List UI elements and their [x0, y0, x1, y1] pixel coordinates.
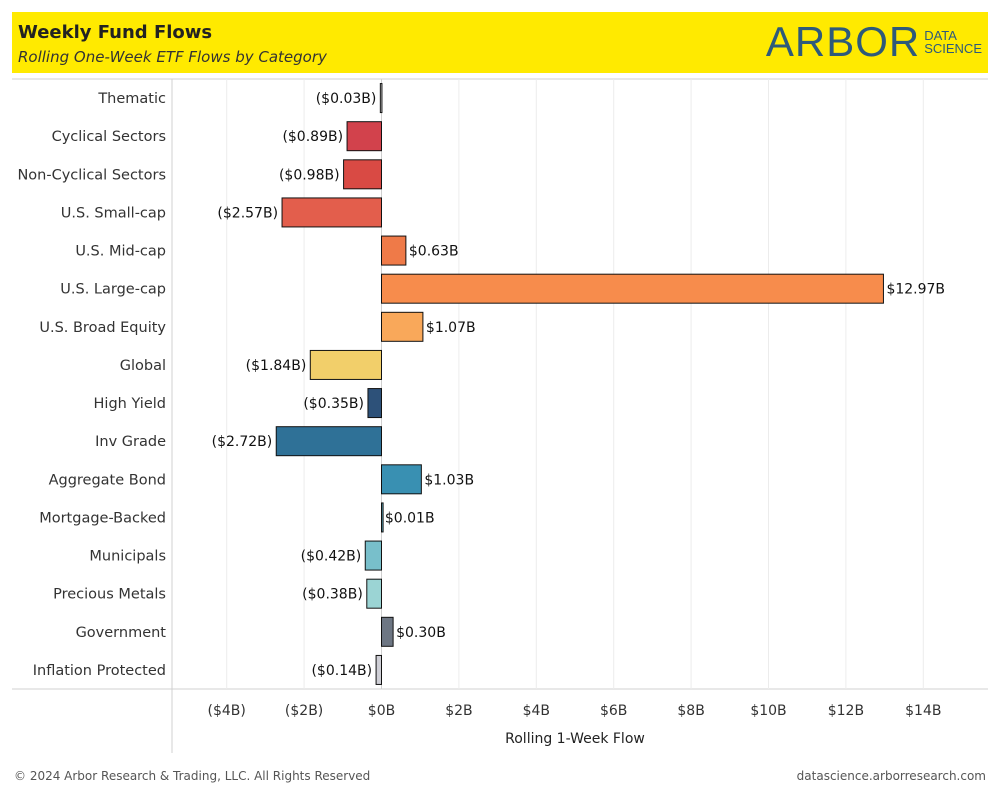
- data-label: ($0.38B): [302, 587, 363, 603]
- category-label: Aggregate Bond: [49, 472, 166, 488]
- data-label: ($0.35B): [303, 396, 364, 412]
- x-tick-label: $0B: [368, 703, 395, 719]
- bar: [346, 121, 383, 152]
- category-label: U.S. Large-cap: [60, 282, 166, 298]
- category-label: Cyclical Sectors: [52, 129, 166, 145]
- bar: [367, 388, 382, 419]
- data-label: $0.30B: [396, 625, 446, 641]
- logo-subtext: DATA SCIENCE: [924, 29, 982, 55]
- category-label: Precious Metals: [53, 587, 166, 603]
- category-label: Non-Cyclical Sectors: [17, 167, 166, 183]
- bar: [275, 426, 382, 457]
- bar: [381, 616, 394, 647]
- data-label: $12.97B: [886, 282, 945, 298]
- x-tick-label: $12B: [828, 703, 864, 719]
- category-label: Inv Grade: [95, 434, 166, 450]
- x-tick-label: $10B: [750, 703, 786, 719]
- logo-subtext-line-2: SCIENCE: [924, 41, 982, 56]
- category-label: Inflation Protected: [33, 663, 166, 679]
- category-label: Municipals: [89, 549, 166, 565]
- copyright-text: © 2024 Arbor Research & Trading, LLC. Al…: [14, 769, 371, 783]
- bar: [343, 159, 383, 190]
- category-label: U.S. Mid-cap: [75, 244, 166, 260]
- arbor-logo: ARBOR DATA SCIENCE: [766, 20, 982, 64]
- data-label: ($0.03B): [316, 91, 377, 107]
- bar: [379, 83, 383, 114]
- category-label: U.S. Broad Equity: [39, 320, 166, 336]
- x-tick-label: ($4B): [208, 703, 246, 719]
- bar: [309, 349, 382, 380]
- data-label: ($2.57B): [217, 205, 278, 221]
- x-tick-label: $4B: [523, 703, 550, 719]
- data-label: ($0.98B): [279, 167, 340, 183]
- x-tick-label: ($2B): [285, 703, 323, 719]
- data-label: ($1.84B): [246, 358, 307, 374]
- bar: [381, 502, 384, 533]
- data-label: $1.03B: [424, 472, 474, 488]
- bar: [281, 197, 382, 228]
- footer-url: datascience.arborresearch.com: [796, 769, 986, 783]
- data-label: ($2.72B): [212, 434, 273, 450]
- category-label: Global: [120, 358, 166, 374]
- category-label: Thematic: [97, 91, 166, 107]
- category-label: Government: [76, 625, 167, 641]
- x-tick-label: $8B: [677, 703, 704, 719]
- chart-title: Weekly Fund Flows: [18, 22, 213, 43]
- header-banner: Weekly Fund Flows Rolling One-Week ETF F…: [12, 12, 988, 73]
- x-tick-label: $14B: [905, 703, 941, 719]
- category-label: High Yield: [94, 396, 166, 412]
- bar: [375, 654, 383, 685]
- category-label: U.S. Small-cap: [61, 205, 166, 221]
- chart-subtitle: Rolling One-Week ETF Flows by Category: [18, 48, 327, 66]
- data-label: ($0.89B): [282, 129, 343, 145]
- data-label: $0.63B: [409, 244, 459, 260]
- bar: [381, 464, 422, 495]
- bar: [381, 311, 424, 342]
- category-label: Mortgage-Backed: [39, 510, 166, 526]
- data-label: $0.01B: [385, 510, 435, 526]
- x-tick-label: $6B: [600, 703, 627, 719]
- bar: [364, 540, 383, 571]
- bar: [381, 235, 407, 266]
- logo-subtext-line-1: DATA: [924, 28, 957, 43]
- bar: [381, 273, 884, 304]
- data-label: ($0.42B): [301, 549, 362, 565]
- logo-wordmark: ARBOR: [765, 18, 921, 65]
- data-label: ($0.14B): [311, 663, 372, 679]
- x-tick-label: $2B: [445, 703, 472, 719]
- bar: [366, 578, 383, 609]
- x-axis-title: Rolling 1-Week Flow: [505, 731, 645, 747]
- data-label: $1.07B: [426, 320, 476, 336]
